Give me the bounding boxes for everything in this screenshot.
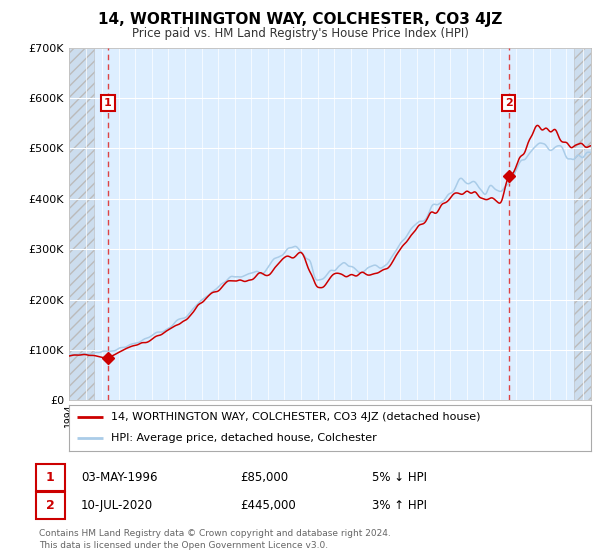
Text: 10-JUL-2020: 10-JUL-2020 [81,498,153,512]
Text: Price paid vs. HM Land Registry's House Price Index (HPI): Price paid vs. HM Land Registry's House … [131,27,469,40]
Text: £85,000: £85,000 [240,470,288,484]
Text: 5% ↓ HPI: 5% ↓ HPI [372,470,427,484]
Bar [69,48,94,400]
Text: Contains HM Land Registry data © Crown copyright and database right 2024.: Contains HM Land Registry data © Crown c… [39,530,391,539]
Text: 3% ↑ HPI: 3% ↑ HPI [372,498,427,512]
Text: 1: 1 [104,98,112,108]
Text: 03-MAY-1996: 03-MAY-1996 [81,470,157,484]
Text: 1: 1 [46,470,55,484]
Text: £445,000: £445,000 [240,498,296,512]
Text: 14, WORTHINGTON WAY, COLCHESTER, CO3 4JZ: 14, WORTHINGTON WAY, COLCHESTER, CO3 4JZ [98,12,502,27]
Text: This data is licensed under the Open Government Licence v3.0.: This data is licensed under the Open Gov… [39,541,328,550]
Text: 14, WORTHINGTON WAY, COLCHESTER, CO3 4JZ (detached house): 14, WORTHINGTON WAY, COLCHESTER, CO3 4JZ… [111,412,480,422]
Text: HPI: Average price, detached house, Colchester: HPI: Average price, detached house, Colc… [111,433,377,444]
Text: 2: 2 [505,98,512,108]
Bar [574,48,591,400]
Text: 2: 2 [46,498,55,512]
